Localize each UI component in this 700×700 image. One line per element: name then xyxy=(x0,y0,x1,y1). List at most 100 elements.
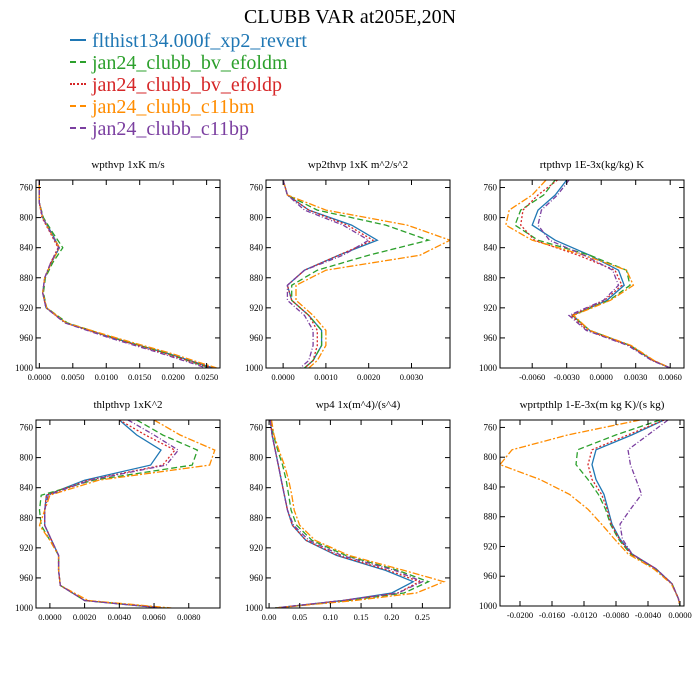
series-group xyxy=(282,180,450,368)
y-tick-label: 840 xyxy=(250,483,264,493)
series-line-4 xyxy=(38,420,216,608)
y-tick-label: 920 xyxy=(20,303,34,313)
y-tick-label: 800 xyxy=(250,453,264,463)
legend-item: jan24_clubb_c11bm xyxy=(70,96,307,118)
series-line-5 xyxy=(537,180,671,368)
legend-swatch xyxy=(70,61,86,64)
y-tick-label: 920 xyxy=(250,303,264,313)
legend-swatch xyxy=(70,127,86,130)
legend-swatch xyxy=(70,83,86,86)
y-tick-label: 880 xyxy=(20,273,34,283)
y-tick-label: 800 xyxy=(250,213,264,223)
legend-label: jan24_clubb_c11bp xyxy=(92,118,250,140)
plot-frame xyxy=(499,419,685,607)
panel-4: thlpthvp 1xK^2 760 800 840 880 920 960 1000 0.00… xyxy=(15,399,221,622)
x-tick-label: 0.20 xyxy=(384,612,399,622)
y-tick-label: 800 xyxy=(20,213,34,223)
legend: flthist134.000f_xp2_revert jan24_clubb_b… xyxy=(70,30,307,140)
panel-title: rtpthvp 1E-3x(kg/kg) K xyxy=(540,159,645,171)
y-tick-label: 760 xyxy=(20,423,34,433)
y-tick-label: 880 xyxy=(484,273,498,283)
panel-2: wp2thvp 1xK m^2/s^2 760 800 840 880 920 960 100… xyxy=(245,159,451,382)
x-tick-label: 0.15 xyxy=(354,612,369,622)
y-tick-label: 960 xyxy=(20,573,34,583)
legend-swatch xyxy=(70,39,86,42)
y-tick-label: 920 xyxy=(20,543,34,553)
series-line-3 xyxy=(38,180,213,368)
y-tick-label: 960 xyxy=(250,333,264,343)
x-tick-label: -0.0160 xyxy=(539,610,565,620)
y-tick-label: 840 xyxy=(484,482,498,492)
legend-item: flthist134.000f_xp2_revert xyxy=(70,30,307,52)
y-tick-label: 840 xyxy=(20,243,34,253)
series-line-3 xyxy=(520,180,671,368)
series-line-4 xyxy=(505,180,671,368)
y-tick-label: 800 xyxy=(484,213,498,223)
legend-label: jan24_clubb_bv_efoldm xyxy=(92,52,288,74)
series-group xyxy=(500,420,681,606)
y-tick-label: 960 xyxy=(250,573,264,583)
x-tick-label: 0.0040 xyxy=(108,612,131,622)
y-tick-label: 760 xyxy=(20,183,34,193)
y-tick-label: 880 xyxy=(250,273,264,283)
series-group xyxy=(38,420,216,608)
x-tick-label: 0.10 xyxy=(323,612,338,622)
legend-label: jan24_clubb_bv_efoldp xyxy=(92,74,282,96)
series-line-2 xyxy=(514,180,671,368)
series-line-4 xyxy=(38,180,217,368)
y-tick-label: 840 xyxy=(484,243,498,253)
series-line-1 xyxy=(531,180,671,368)
series-line-2 xyxy=(282,180,431,368)
series-line-1 xyxy=(44,420,163,608)
y-tick-label: 840 xyxy=(20,483,34,493)
x-tick-label: -0.0060 xyxy=(519,372,545,382)
series-line-4 xyxy=(270,420,446,608)
y-tick-label: 920 xyxy=(250,543,264,553)
panel-title: wp4 1x(m^4)/(s^4) xyxy=(316,399,401,411)
series-line-5 xyxy=(269,420,425,608)
series-line-3 xyxy=(44,420,176,608)
series-line-1 xyxy=(282,180,379,368)
y-tick-label: 880 xyxy=(484,512,498,522)
y-tick-label: 840 xyxy=(250,243,264,253)
series-line-5 xyxy=(38,180,207,368)
x-tick-label: 0.0000 xyxy=(668,610,691,620)
legend-item: jan24_clubb_bv_efoldp xyxy=(70,74,307,96)
series-line-5 xyxy=(619,420,681,606)
y-tick-label: 1000 xyxy=(245,363,264,373)
x-tick-label: 0.05 xyxy=(292,612,307,622)
y-tick-label: 760 xyxy=(250,183,264,193)
y-tick-label: 800 xyxy=(20,453,34,463)
series-line-3 xyxy=(269,420,421,608)
y-tick-label: 1000 xyxy=(479,363,498,373)
series-line-5 xyxy=(282,180,370,368)
panel-3: rtpthvp 1E-3x(kg/kg) K 760 800 840 880 920 960… xyxy=(479,159,685,382)
x-tick-label: 0.0150 xyxy=(128,372,151,382)
series-line-2 xyxy=(270,420,431,608)
x-tick-label: 0.0030 xyxy=(400,372,423,382)
panel-title: wpthvp 1xK m/s xyxy=(91,159,164,171)
x-tick-label: 0.0060 xyxy=(659,372,682,382)
y-tick-label: 1000 xyxy=(245,603,264,613)
x-tick-label: -0.0080 xyxy=(603,610,629,620)
y-tick-label: 960 xyxy=(484,571,498,581)
y-tick-label: 760 xyxy=(484,183,498,193)
y-tick-label: 920 xyxy=(484,303,498,313)
y-tick-label: 880 xyxy=(20,513,34,523)
x-tick-label: -0.0200 xyxy=(507,610,533,620)
y-tick-label: 800 xyxy=(484,452,498,462)
legend-label: flthist134.000f_xp2_revert xyxy=(92,30,307,52)
x-tick-label: 0.0000 xyxy=(271,372,294,382)
legend-item: jan24_clubb_c11bp xyxy=(70,118,307,140)
plot-frame xyxy=(35,179,221,369)
plot-frame xyxy=(265,419,451,609)
x-tick-label: 0.0020 xyxy=(73,612,96,622)
x-tick-label: 0.0080 xyxy=(177,612,200,622)
x-tick-label: 0.00 xyxy=(262,612,277,622)
legend-item: jan24_clubb_bv_efoldm xyxy=(70,52,307,74)
x-tick-label: -0.0030 xyxy=(554,372,580,382)
series-line-4 xyxy=(282,180,450,368)
x-tick-label: 0.0000 xyxy=(590,372,613,382)
x-tick-label: -0.0120 xyxy=(571,610,597,620)
panel-title: wprtpthlp 1-E-3x(m kg K)/(s kg) xyxy=(520,399,665,411)
